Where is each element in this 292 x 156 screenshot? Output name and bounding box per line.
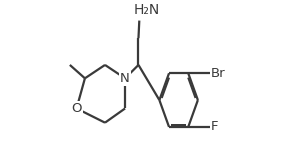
Text: Br: Br: [211, 67, 225, 80]
Text: O: O: [71, 102, 82, 115]
Text: H₂N: H₂N: [133, 3, 160, 17]
Text: F: F: [211, 120, 218, 133]
Text: N: N: [120, 72, 130, 85]
